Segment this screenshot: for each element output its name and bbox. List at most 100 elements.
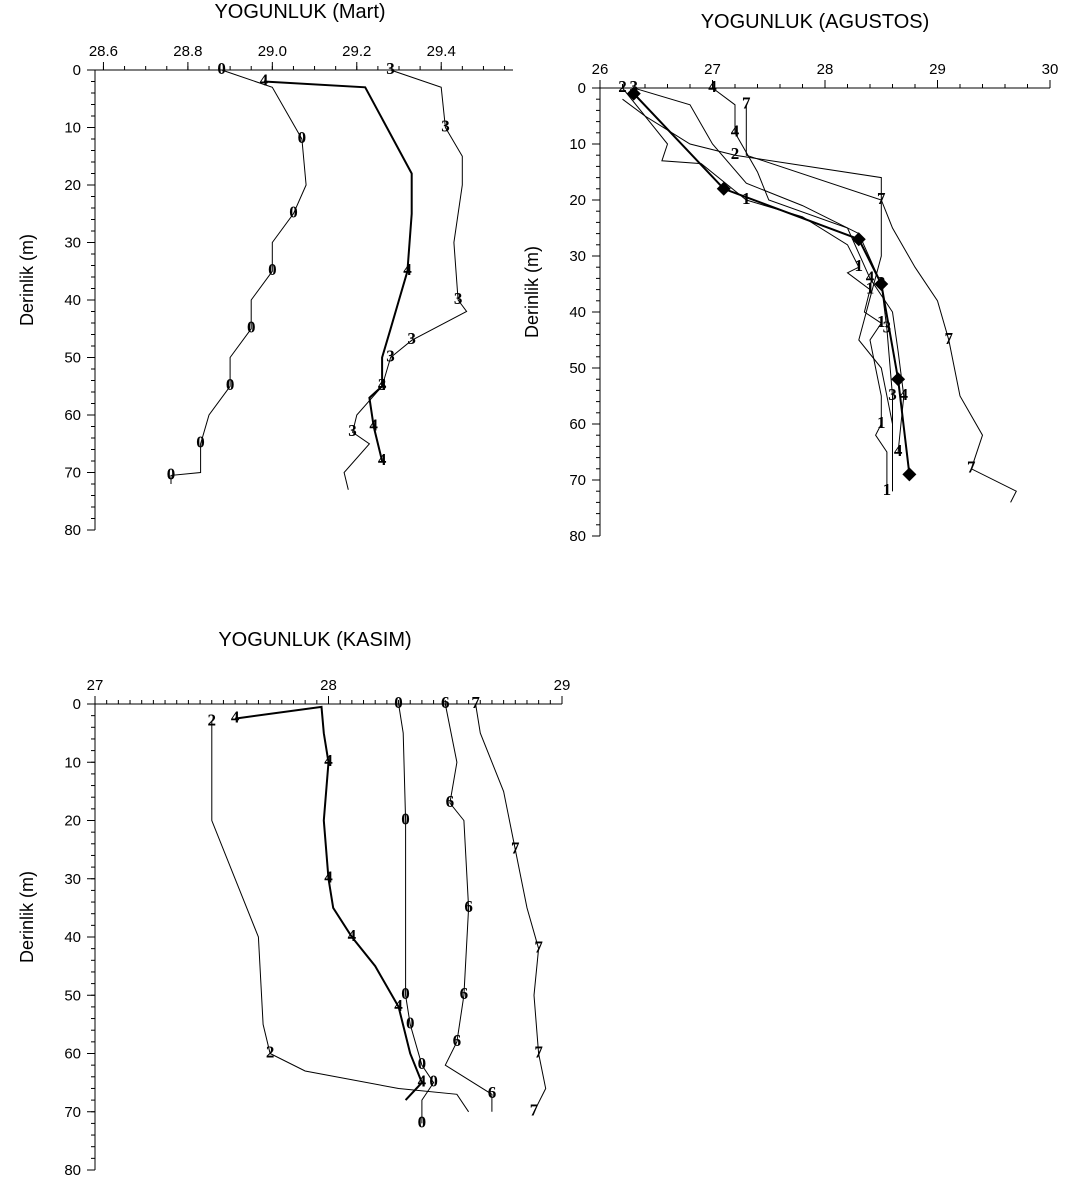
station-label: 4 xyxy=(403,260,412,279)
station-label: 3 xyxy=(441,116,450,135)
station-label: 7 xyxy=(945,329,954,348)
y-tick-label: 40 xyxy=(569,304,586,321)
station-label: 4 xyxy=(260,70,269,89)
station-label: 3 xyxy=(454,289,463,308)
station-label: 4 xyxy=(708,77,717,96)
station-label: 7 xyxy=(511,839,520,858)
y-tick-label: 40 xyxy=(64,929,81,946)
station-label: 6 xyxy=(460,984,469,1003)
y-axis-label: Derinlik (m) xyxy=(17,234,37,326)
x-tick-label: 29.4 xyxy=(427,43,456,60)
station-label: 4 xyxy=(378,450,387,469)
chart-title: YOGUNLUK (Mart) xyxy=(214,1,385,23)
chart-title: YOGUNLUK (KASIM) xyxy=(218,629,411,651)
profile-line xyxy=(633,92,911,475)
station-label: 7 xyxy=(967,458,976,477)
diamond-marker xyxy=(716,181,731,196)
x-tick-label: 29 xyxy=(554,677,571,694)
chart-title: YOGUNLUK (AGUSTOS) xyxy=(701,11,930,33)
station-label: 4 xyxy=(231,707,240,726)
station-label: 0 xyxy=(226,375,235,394)
station-label: 0 xyxy=(247,318,256,337)
x-tick-label: 28.6 xyxy=(89,43,118,60)
station-label: 4 xyxy=(394,996,403,1015)
y-tick-label: 70 xyxy=(64,1104,81,1121)
profile-line xyxy=(211,721,470,1113)
profile-line xyxy=(745,104,1017,503)
y-tick-label: 80 xyxy=(569,528,586,545)
x-tick-label: 28.8 xyxy=(173,43,202,60)
profile-line xyxy=(712,87,905,453)
diamond-marker xyxy=(874,277,889,291)
profile-line xyxy=(263,80,413,462)
x-tick-label: 29 xyxy=(929,61,946,78)
station-label: 1 xyxy=(877,312,886,331)
station-label: 4 xyxy=(369,415,378,434)
station-label: 4 xyxy=(324,751,333,770)
y-tick-label: 30 xyxy=(569,248,586,265)
station-label: 0 xyxy=(289,203,298,222)
y-tick-label: 10 xyxy=(64,754,81,771)
station-label: 6 xyxy=(453,1031,462,1050)
station-label: 0 xyxy=(167,464,176,483)
station-label: 7 xyxy=(742,94,751,113)
station-label: 4 xyxy=(418,1072,427,1091)
profile-line xyxy=(398,703,435,1124)
profile-line xyxy=(622,87,893,492)
y-tick-label: 80 xyxy=(64,522,81,539)
y-tick-label: 30 xyxy=(64,871,81,888)
station-label: 2 xyxy=(731,144,740,163)
x-tick-label: 27 xyxy=(87,677,104,694)
station-label: 4 xyxy=(348,926,357,945)
y-tick-label: 0 xyxy=(73,696,81,713)
station-label: 6 xyxy=(446,792,455,811)
station-label: 3 xyxy=(630,77,639,96)
y-tick-label: 20 xyxy=(64,177,81,194)
station-label: 1 xyxy=(855,256,864,275)
station-label: 1 xyxy=(883,480,892,499)
profile-line xyxy=(343,69,468,490)
x-tick-label: 28 xyxy=(817,61,834,78)
station-label: 0 xyxy=(401,809,410,828)
y-tick-label: 30 xyxy=(64,235,81,252)
station-label: 3 xyxy=(378,375,387,394)
station-label: 3 xyxy=(348,421,357,440)
station-label: 0 xyxy=(406,1013,415,1032)
diamond-marker xyxy=(902,467,917,482)
y-axis-label: Derinlik (m) xyxy=(17,871,37,963)
station-label: 1 xyxy=(877,413,886,432)
y-tick-label: 50 xyxy=(569,360,586,377)
station-label: 0 xyxy=(217,59,226,78)
y-tick-label: 0 xyxy=(578,80,586,97)
station-label: 2 xyxy=(266,1042,275,1061)
y-tick-label: 60 xyxy=(64,1046,81,1063)
y-tick-label: 80 xyxy=(64,1162,81,1179)
x-tick-label: 30 xyxy=(1042,61,1059,78)
station-label: 0 xyxy=(418,1112,427,1131)
profile-line xyxy=(234,705,424,1101)
station-label: 3 xyxy=(888,385,897,404)
station-label: 2 xyxy=(618,77,627,96)
station-label: 6 xyxy=(488,1083,497,1102)
station-label: 6 xyxy=(464,897,473,916)
profile-line xyxy=(633,87,893,492)
y-tick-label: 20 xyxy=(64,813,81,830)
y-tick-label: 50 xyxy=(64,350,81,367)
station-label: 1 xyxy=(866,279,875,298)
station-label: 3 xyxy=(883,318,892,337)
station-label: 7 xyxy=(471,693,480,712)
x-tick-label: 28 xyxy=(320,677,337,694)
station-label: 4 xyxy=(894,441,903,460)
station-label: 3 xyxy=(386,346,395,365)
station-label: 2 xyxy=(208,710,217,729)
y-tick-label: 20 xyxy=(569,192,586,209)
profile-line xyxy=(622,98,888,492)
x-tick-label: 27 xyxy=(704,61,721,78)
y-axis-label: Derinlik (m) xyxy=(522,246,542,338)
station-label: 4 xyxy=(900,385,909,404)
station-label: 3 xyxy=(386,59,395,78)
station-label: 0 xyxy=(429,1072,438,1091)
y-tick-label: 60 xyxy=(569,416,586,433)
y-tick-label: 0 xyxy=(73,62,81,79)
